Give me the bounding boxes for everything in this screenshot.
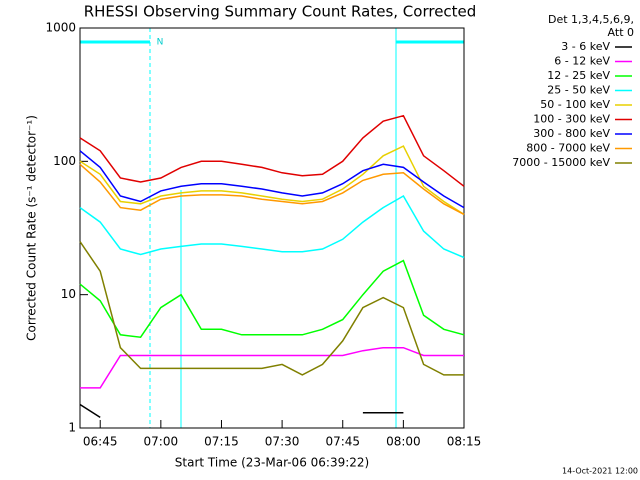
- plot-frame: [79, 27, 465, 429]
- y-tick-label: 100: [53, 154, 76, 168]
- x-tick-label: 08:00: [386, 435, 421, 449]
- annotation: N: [157, 38, 164, 48]
- legend-label: 25 - 50 keV: [547, 84, 610, 97]
- x-tick-label: 07:45: [325, 435, 360, 449]
- footer-date: 14-Oct-2021 12:00: [562, 467, 638, 476]
- attenuator-markers: [79, 28, 465, 428]
- series-line: [79, 259, 465, 338]
- y-tick-label: 1: [68, 421, 76, 435]
- legend-label: 50 - 100 keV: [540, 98, 610, 111]
- legend-label: 7000 - 15000 keV: [512, 156, 610, 169]
- series-line: [80, 346, 464, 389]
- x-tick-label: 07:15: [204, 435, 239, 449]
- series-line: [79, 150, 465, 209]
- legend-label: 3 - 6 keV: [561, 40, 610, 53]
- y-tick-label: 1000: [45, 21, 76, 35]
- y-tick-label: 10: [61, 287, 76, 301]
- x-axis-label: Start Time (23-Mar-06 06:39:22): [175, 456, 369, 470]
- series-line: [79, 114, 465, 187]
- series-line: [79, 163, 465, 216]
- series-line: [79, 194, 465, 259]
- series-line: [79, 241, 464, 376]
- legend-label: 6 - 12 keV: [554, 55, 610, 68]
- legend-label: 800 - 7000 keV: [526, 142, 610, 155]
- x-tick-label: 07:00: [144, 435, 179, 449]
- series-line: [79, 403, 404, 419]
- x-tick-label: 07:30: [265, 435, 300, 449]
- legend-title: Att 0: [608, 26, 634, 39]
- x-tick-label: 06:45: [83, 435, 118, 449]
- y-axis-label: Corrected Count Rate (s⁻¹ detector⁻¹): [25, 115, 39, 341]
- chart-title: RHESSI Observing Summary Count Rates, Co…: [84, 3, 477, 21]
- legend-title: Det 1,3,4,5,6,9,: [548, 13, 634, 26]
- legend-label: 100 - 300 keV: [533, 113, 610, 126]
- legend-label: 300 - 800 keV: [533, 127, 610, 140]
- series-line: [79, 145, 465, 216]
- legend-label: 12 - 25 keV: [547, 69, 610, 82]
- x-tick-label: 08:15: [447, 435, 482, 449]
